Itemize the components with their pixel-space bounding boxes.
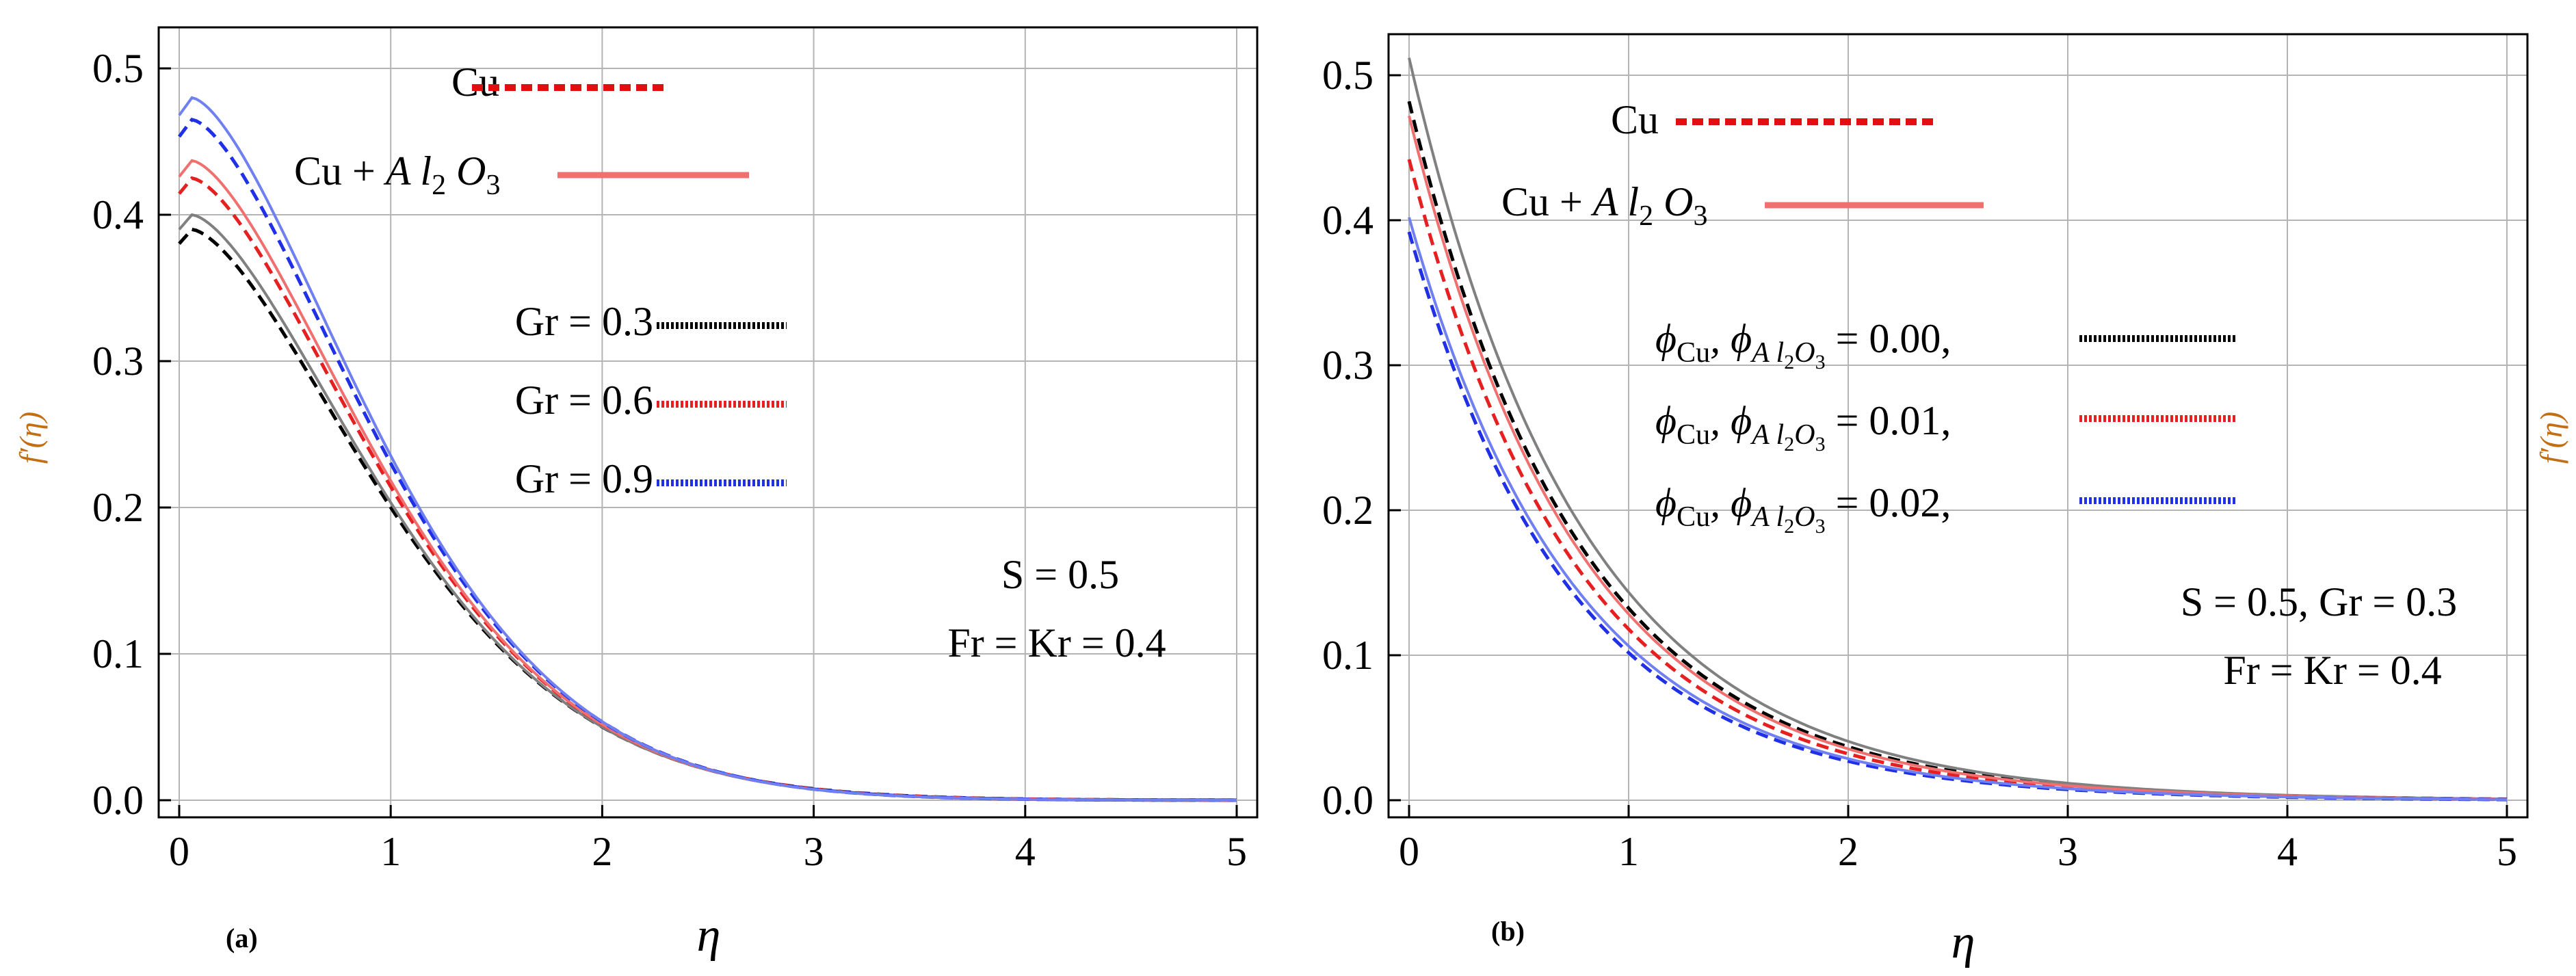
annotation-fr-kr: Fr = Kr = 0.4 [2223,648,2441,693]
x-tick-label: 5 [2497,829,2517,874]
x-tick-label: 0 [1399,829,1419,874]
y-tick-label: 0.0 [1322,778,1374,823]
series-line [1407,231,2508,802]
legend-param-label: Gr = 0.6 [515,378,653,423]
y-axis-title: f′(η) [13,412,48,464]
series-line [1407,101,2508,801]
series-line [178,96,1237,802]
legend-param-label: ϕCu, ϕA l2O3 = 0.00, [1655,316,1951,373]
y-tick-label: 0.3 [92,339,144,384]
legend-style-label: Cu [451,60,499,105]
y-tick-label: 0.5 [1322,53,1374,98]
annotation-s-gr: S = 0.5, Gr = 0.3 [2181,579,2457,624]
x-tick-label: 4 [1015,829,1036,874]
series-line [178,176,1237,802]
annotation-s: S = 0.5 [1001,552,1119,597]
plot-frame [157,26,1259,819]
x-tick-label: 2 [1838,829,1858,874]
panel-label: (b) [1491,916,1525,947]
y-tick-label: 0.1 [92,631,144,676]
series-line [1407,159,2508,802]
x-tick-label: 0 [169,829,189,874]
series-line [1408,217,2508,801]
x-tick-label: 3 [804,829,824,874]
series-line [178,159,1237,802]
y-tick-label: 0.2 [1322,488,1374,533]
legend-param-label: ϕCu, ϕA l2O3 = 0.01, [1655,398,1951,456]
y-tick-label: 0.0 [92,778,144,823]
panel-b: 0 1 2 3 4 5 0.0 0.1 0.2 0.3 0.4 0.5 η f′(η) (b) Cu C… [1322,33,2568,968]
x-axis-title: η [1951,916,1975,968]
legend-param-label: Gr = 0.3 [515,299,653,344]
x-tick-label: 1 [380,829,401,874]
y-tick-label: 0.2 [92,485,144,530]
x-tick-label: 1 [1618,829,1639,874]
x-tick-label: 5 [1226,829,1247,874]
x-axis-title: η [697,909,721,962]
annotation-fr-kr: Fr = Kr = 0.4 [947,620,1166,665]
series-line [177,118,1237,802]
panel-a: 0 1 2 3 4 5 0.0 0.1 0.2 0.3 0.4 0.5 η f′(η) (a) Cu C… [13,26,1259,962]
panel-label: (a) [226,923,258,953]
y-tick-label: 0.5 [92,46,144,91]
series-line [178,227,1237,802]
y-axis-title: f′(η) [2534,412,2568,464]
legend-style-label: Cu [1611,97,1659,142]
legend-style-label: Cu + A l2 O3 [294,148,500,201]
legend-param-label: ϕCu, ϕA l2O3 = 0.02, [1655,480,1951,538]
y-tick-label: 0.4 [92,192,144,237]
legend-style-label: Cu + A l2 O3 [1501,179,1707,232]
legend-param-label: Gr = 0.9 [515,456,653,501]
y-tick-label: 0.4 [1322,198,1374,243]
y-tick-label: 0.3 [1322,343,1374,388]
x-tick-label: 4 [2277,829,2298,874]
y-tick-label: 0.1 [1322,633,1374,678]
plot-frame [1387,33,2529,819]
x-tick-label: 2 [592,829,612,874]
x-tick-label: 3 [2058,829,2078,874]
